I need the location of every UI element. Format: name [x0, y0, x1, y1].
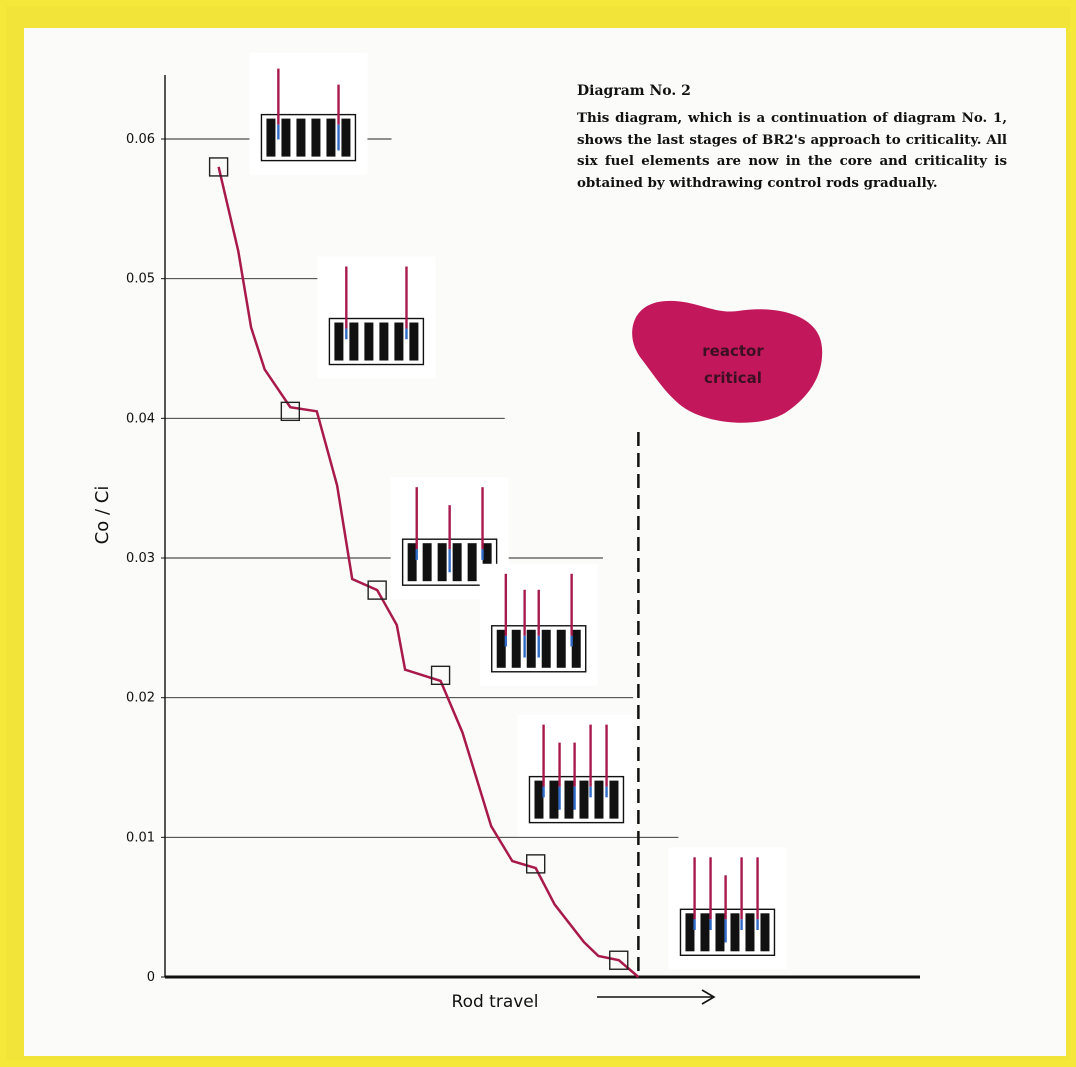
- fuel-element-3: [452, 543, 462, 582]
- yellow-border: [6, 6, 1070, 1060]
- reactor-critical-blob: reactor critical: [632, 300, 823, 423]
- fuel-element-2: [526, 629, 536, 668]
- caption-title: Diagram No. 2: [577, 83, 691, 99]
- series-line: [217, 166, 640, 978]
- fuel-element-4: [745, 913, 755, 952]
- data-marker-3: [430, 665, 451, 686]
- fuel-element-5: [482, 543, 492, 582]
- fuel-element-0: [407, 543, 417, 582]
- core-diagrams: [249, 52, 787, 970]
- core-frame: [528, 775, 625, 824]
- fuel-element-0: [496, 629, 506, 668]
- annotation-critical: critical: [704, 369, 762, 387]
- fuel-element-4: [394, 322, 404, 361]
- fuel-element-2: [364, 322, 374, 361]
- fuel-element-0: [534, 780, 544, 819]
- fuel-element-1: [511, 629, 521, 668]
- core-frame: [260, 113, 357, 162]
- fuel-element-4: [467, 543, 477, 582]
- data-marker-5: [609, 950, 629, 970]
- fuel-element-5: [341, 118, 351, 157]
- data-marker-2: [367, 580, 387, 600]
- axes: [164, 75, 920, 979]
- fuel-element-3: [541, 629, 551, 668]
- fuel-element-3: [311, 118, 321, 157]
- y-tick-labels: 0 0.01 0.02 0.03 0.04 0.05 0.06: [126, 132, 165, 985]
- data-marker-0: [208, 157, 229, 177]
- y-axis-label: Co / Ci: [92, 486, 113, 545]
- fuel-element-3: [579, 780, 589, 819]
- fuel-element-5: [571, 629, 581, 668]
- blob-shape: [632, 300, 823, 423]
- fuel-element-0: [334, 322, 344, 361]
- fuel-element-5: [409, 322, 419, 361]
- data-marker-1: [280, 401, 301, 422]
- data-marker-4: [526, 854, 546, 874]
- y-tick-label-4: 0.04: [126, 411, 155, 426]
- fuel-element-1: [700, 913, 710, 952]
- data-markers: [208, 157, 629, 970]
- fuel-element-2: [715, 913, 725, 952]
- y-tick-label-5: 0.05: [126, 272, 155, 287]
- caption-text: This diagram, which is a continuation of…: [577, 110, 1007, 191]
- caption: Diagram No. 2 This diagram, which is a c…: [577, 83, 1007, 194]
- core-diagram-0: [249, 52, 368, 175]
- rod-travel-arrow-icon: [597, 989, 716, 1005]
- y-tick-label-2: 0.02: [126, 691, 155, 706]
- fuel-element-2: [564, 780, 574, 819]
- fuel-element-2: [296, 118, 306, 157]
- y-tick-label-6: 0.06: [126, 132, 155, 147]
- fuel-element-3: [379, 322, 389, 361]
- fuel-element-4: [326, 118, 336, 157]
- fuel-element-0: [266, 118, 276, 157]
- x-axis-label: Rod travel: [452, 992, 539, 1012]
- fuel-element-1: [281, 118, 291, 157]
- core-frame: [328, 317, 425, 366]
- fuel-element-0: [685, 913, 695, 952]
- fuel-element-3: [730, 913, 740, 952]
- gridlines: [165, 138, 679, 838]
- y-tick-label-3: 0.03: [126, 551, 155, 566]
- y-tick-label-1: 0.01: [126, 830, 155, 845]
- core-diagram-1: [317, 256, 436, 379]
- fuel-element-1: [422, 543, 432, 582]
- y-tick-label-0: 0: [147, 970, 155, 985]
- fuel-element-2: [437, 543, 447, 582]
- core-diagram-3: [479, 563, 598, 686]
- core-frame: [679, 908, 776, 957]
- fuel-element-1: [549, 780, 559, 819]
- fuel-element-1: [349, 322, 359, 361]
- core-diagram-4: [517, 714, 636, 837]
- fuel-element-4: [556, 629, 566, 668]
- fuel-element-5: [760, 913, 770, 952]
- core-diagram-5: [668, 847, 787, 970]
- fuel-element-5: [609, 780, 619, 819]
- annotation-reactor: reactor: [702, 342, 764, 360]
- fuel-element-4: [594, 780, 604, 819]
